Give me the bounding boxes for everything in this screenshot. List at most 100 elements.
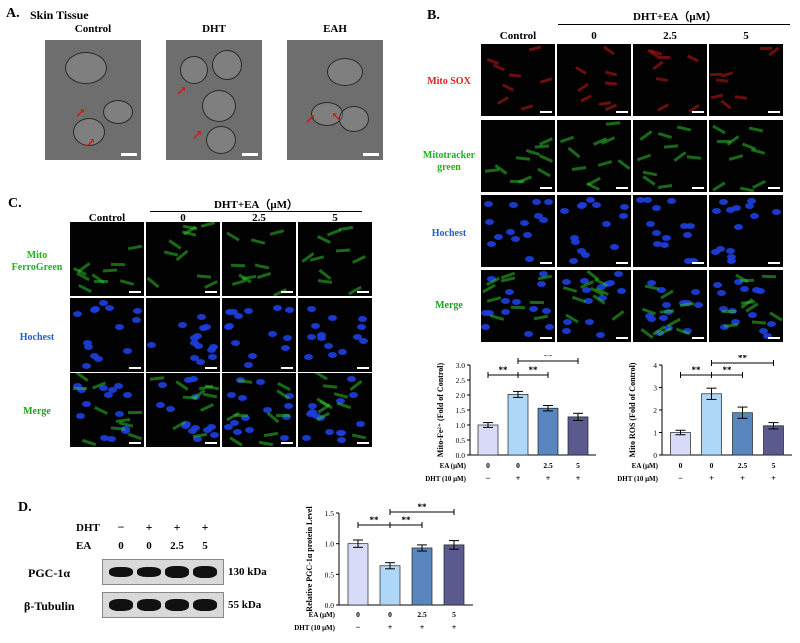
- arrow-icon: ↗: [85, 135, 96, 150]
- panel-c-col-5: 5: [332, 212, 338, 224]
- fluorescence-image: [557, 44, 631, 116]
- fluorescence-image: [70, 222, 144, 296]
- panel-b-row-label: Merge: [435, 300, 463, 311]
- fluorescence-image: [222, 222, 296, 296]
- ea-row: 0 0 2.5 5: [110, 540, 220, 556]
- dht-tick-label: +: [771, 473, 776, 483]
- y-tick-label: 0.5: [325, 570, 335, 579]
- significance-stars: **: [418, 502, 428, 512]
- fluorescence-image: [557, 120, 631, 192]
- arrow-icon: ↗: [192, 127, 203, 142]
- panel-c-col-0: 0: [180, 212, 186, 224]
- dht-sign: +: [145, 520, 153, 534]
- panel-c-label: C.: [8, 196, 22, 211]
- dht-tick-label: −: [356, 622, 361, 632]
- blot-name-tubulin: β-Tubulin: [24, 599, 75, 613]
- fluorescence-image: [298, 298, 372, 372]
- fluorescence-image: [481, 195, 555, 267]
- bar: [701, 393, 722, 456]
- bar: [379, 565, 401, 606]
- treat-label-ea: EA: [76, 540, 92, 552]
- panel-b-group-line: [558, 24, 790, 25]
- bar: [670, 432, 691, 456]
- y-tick-label: 2: [653, 406, 657, 415]
- arrow-icon: ↗: [75, 105, 86, 120]
- bar: [567, 416, 589, 456]
- dht-row-label: DHT (10 μM): [294, 624, 335, 632]
- dht-row-label: DHT (10 μM): [617, 475, 658, 483]
- y-tick-label: 0.0: [325, 601, 335, 610]
- bar: [443, 544, 465, 606]
- significance-stars: **: [529, 365, 539, 375]
- scale-bar: [242, 153, 258, 156]
- y-axis-label: Mito-Fe²⁺ (Fold of Control): [436, 363, 445, 458]
- y-tick-label: 0.0: [456, 451, 466, 460]
- dht-row-label: DHT (10 μM): [425, 475, 466, 483]
- fluorescence-image: [222, 373, 296, 447]
- fluorescence-image: [146, 373, 220, 447]
- fluorescence-image: [222, 298, 296, 372]
- panel-b-row-label: Mito SOX: [427, 76, 471, 87]
- ea-tick-label: 5: [772, 461, 776, 470]
- ea-row-label: EA (μM): [632, 462, 659, 470]
- bar: [477, 424, 499, 456]
- dht-tick-label: +: [388, 622, 393, 632]
- ea-tick-label: 0: [516, 461, 520, 470]
- dht-tick-label: +: [516, 473, 521, 483]
- y-tick-label: 0: [653, 451, 657, 460]
- ea-value: 5: [202, 540, 208, 552]
- panel-a-header-dht: DHT: [202, 23, 226, 35]
- bar: [537, 407, 559, 456]
- dht-tick-label: +: [452, 622, 457, 632]
- fluorescence-image: [709, 270, 783, 342]
- ea-tick-label: 2.5: [543, 461, 553, 470]
- y-tick-label: 3: [653, 384, 657, 393]
- panel-c-group-line: [150, 211, 362, 212]
- significance-stars: **: [723, 365, 733, 375]
- fluorescence-image: [481, 120, 555, 192]
- y-tick-label: 1.5: [325, 509, 335, 518]
- fluorescence-image: [70, 373, 144, 447]
- blot-name-pgc: PGC-1α: [28, 566, 71, 580]
- fluorescence-image: [70, 298, 144, 372]
- panel-a-header-control: Control: [74, 23, 112, 35]
- dht-tick-label: −: [486, 473, 491, 483]
- dht-tick-label: +: [546, 473, 551, 483]
- panel-b-group-header: DHT+EA（μM）: [632, 11, 717, 23]
- significance-stars: **: [402, 515, 412, 525]
- fluorescence-image: [481, 270, 555, 342]
- panel-b-label: B.: [427, 8, 440, 23]
- bar: [507, 394, 529, 456]
- arrow-icon: ↖: [331, 109, 342, 124]
- y-axis-label: Mito ROS (Fold of Control): [628, 362, 637, 457]
- panel-c-row-label: Merge: [23, 406, 51, 417]
- bar: [732, 412, 753, 456]
- dht-tick-label: −: [678, 473, 683, 483]
- y-tick-label: 3.0: [456, 361, 466, 370]
- chart-mito-ros: 0 1 2 3 4 Mito ROS (Fold of Control) 0 − 0 +2.5 +5…: [617, 355, 792, 483]
- dht-tick-label: +: [709, 473, 714, 483]
- em-image-dht: ↗ ↗: [166, 40, 262, 160]
- panel-b-row-label: Hochest: [431, 228, 467, 239]
- scale-bar: [121, 153, 137, 156]
- y-tick-label: 1.0: [456, 421, 466, 430]
- panel-c-col-2-5: 2.5: [252, 212, 266, 224]
- panel-d-label: D.: [18, 500, 32, 515]
- fluorescence-image: [298, 222, 372, 296]
- em-image-eah: ↗ ↖: [287, 40, 383, 160]
- ea-tick-label: 2.5: [738, 461, 748, 470]
- fluorescence-image: [633, 44, 707, 116]
- bar: [347, 543, 369, 606]
- fluorescence-image: [709, 44, 783, 116]
- fluorescence-image: [709, 120, 783, 192]
- y-tick-label: 1.0: [325, 540, 335, 549]
- y-tick-label: 1: [653, 429, 657, 438]
- fluorescence-image: [146, 298, 220, 372]
- chart-pgc1a: 0.0 0.5 1.0 1.5 Relative PGC-1α protein Leve…: [294, 502, 473, 632]
- panel-b-row-label: Mitotracker green: [422, 150, 476, 173]
- chart-mito-fe: 0.0 0.5 1.0 1.5 2.0 2.5 3.0 Mito-Fe²⁺ (Fold of …: [425, 355, 596, 483]
- y-axis-label: Relative PGC-1α protein Level: [305, 506, 314, 612]
- panel-b-col-control: Control: [499, 30, 537, 42]
- fluorescence-image: [633, 195, 707, 267]
- fluorescence-image: [146, 222, 220, 296]
